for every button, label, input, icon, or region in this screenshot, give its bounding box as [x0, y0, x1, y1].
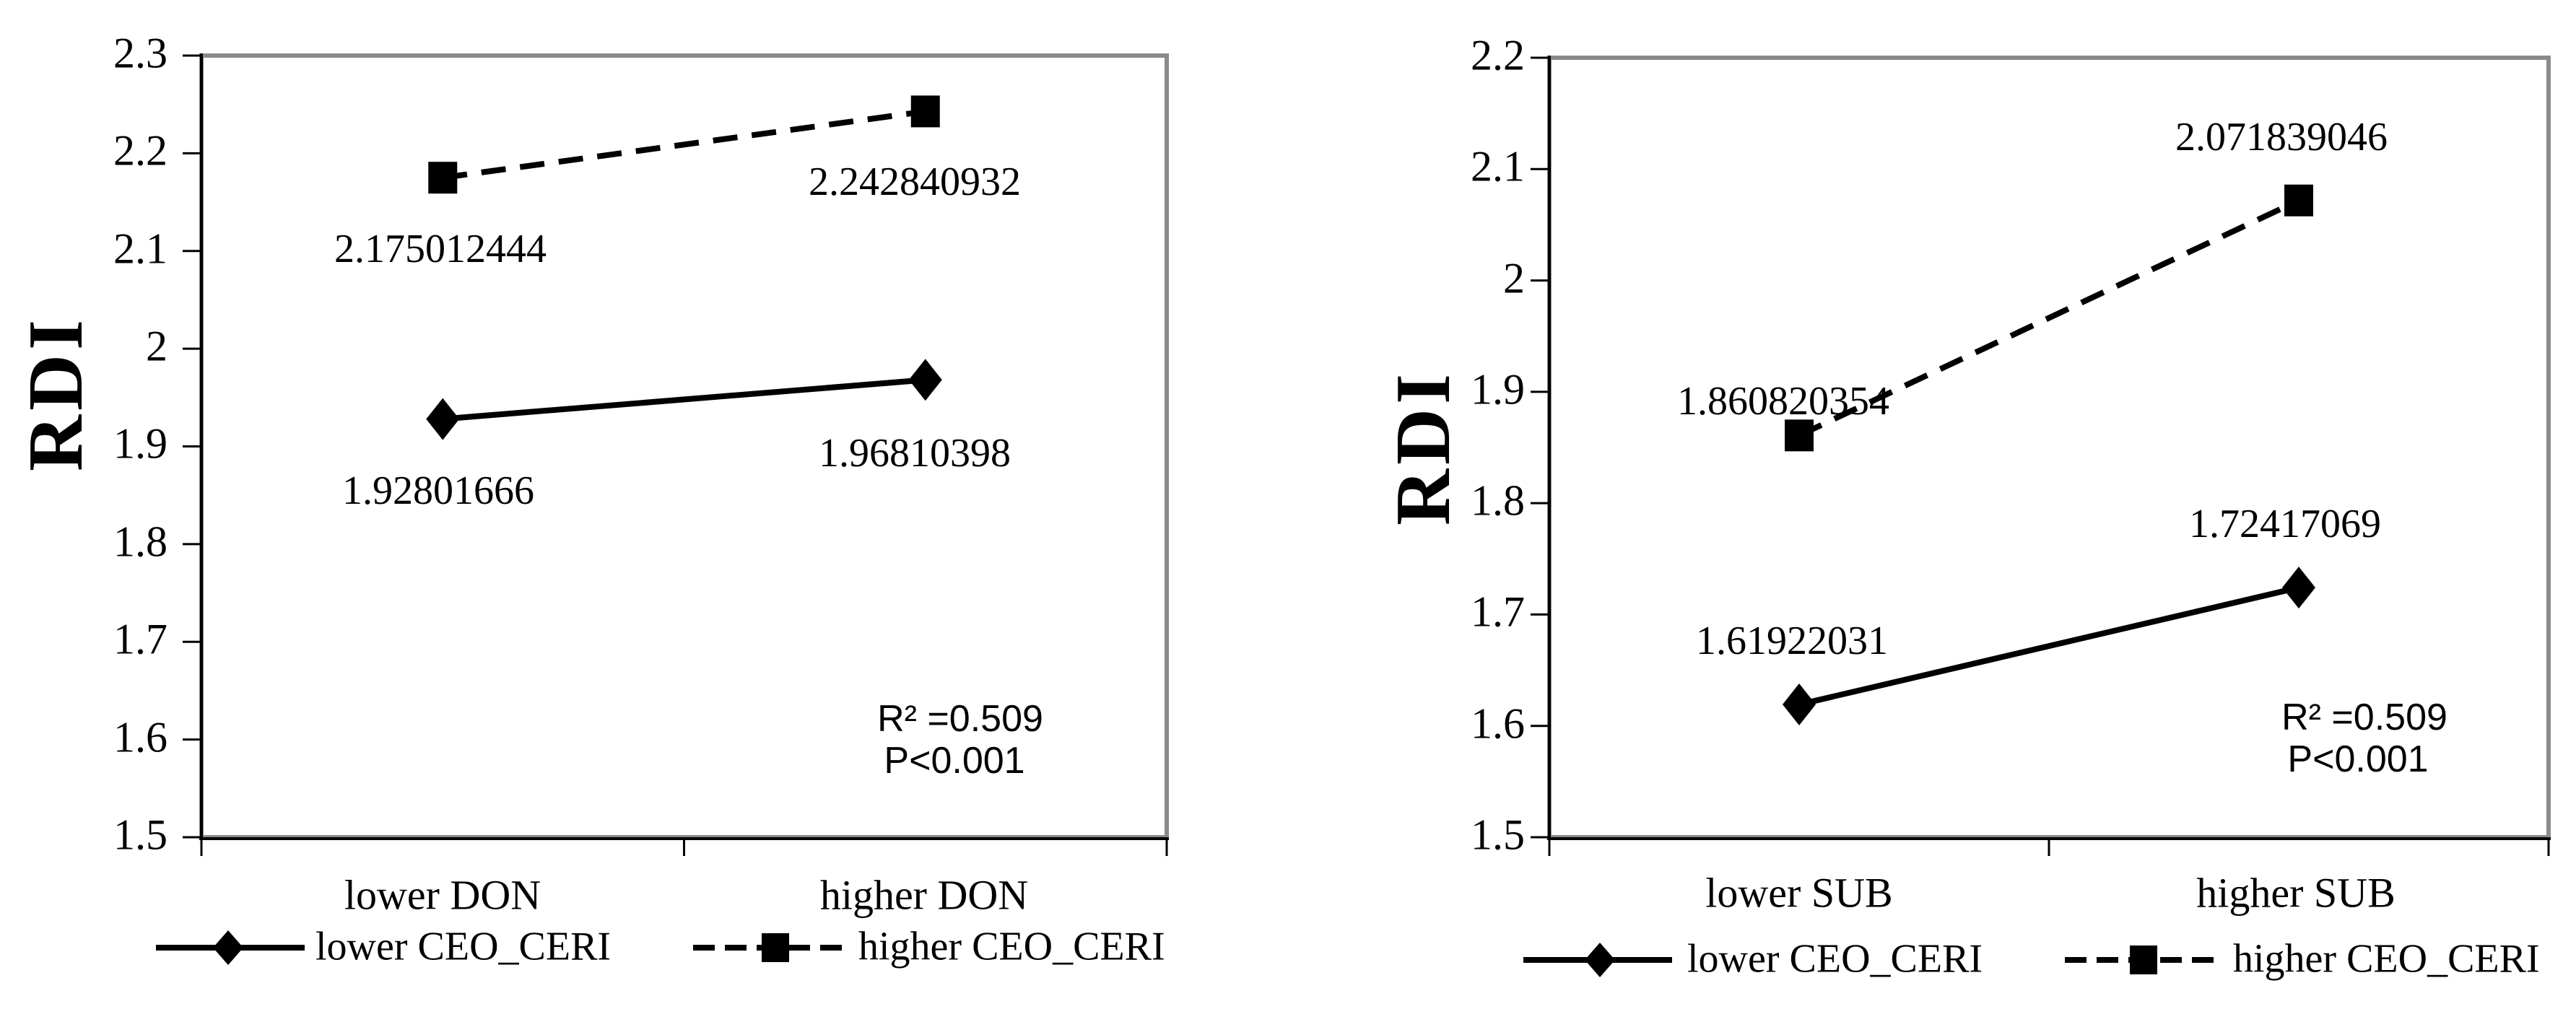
legend-label: lower CEO_CERI: [316, 924, 612, 969]
y-tick-label: 2.2: [113, 126, 167, 175]
legend-label: lower CEO_CERI: [1687, 936, 1983, 982]
y-tick-label: 2.1: [113, 224, 167, 273]
y-tick-label: 1.9: [113, 419, 167, 468]
diamond-marker: [2282, 567, 2315, 609]
y-tick-label: 2: [1503, 254, 1525, 302]
r-squared-annotation: R² =0.509: [2281, 696, 2447, 738]
y-tick-label: 1.6: [113, 713, 167, 761]
p-value-annotation: P<0.001: [884, 740, 1025, 782]
series-line-solid: [1798, 585, 2299, 707]
data-label: 1.860820354: [1677, 379, 1889, 424]
x-category-label: lower DON: [344, 871, 541, 919]
data-label: 1.72417069: [2189, 502, 2381, 546]
diamond-marker: [908, 359, 942, 401]
y-tick-label: 2: [146, 322, 167, 370]
series-line-dashed: [442, 108, 926, 181]
x-category-label: higher DON: [819, 871, 1029, 919]
x-category-label: lower SUB: [1705, 869, 1893, 917]
data-label: 2.071839046: [2175, 115, 2388, 160]
series-line-dashed: [1798, 198, 2300, 438]
y-tick-label: 2.1: [1471, 142, 1525, 191]
y-tick-label: 1.6: [1471, 699, 1525, 748]
data-label: 2.242840932: [809, 160, 1021, 204]
legend-line-dashed-square-icon: [2065, 945, 2222, 974]
legend-label: higher CEO_CERI: [858, 924, 1165, 969]
y-tick-label: 1.8: [1471, 476, 1525, 525]
p-value-annotation: P<0.001: [2287, 738, 2429, 780]
legend-line-solid-diamond-icon: [156, 930, 305, 965]
data-label: 1.92801666: [342, 468, 534, 513]
y-tick-label: 1.5: [113, 811, 167, 859]
y-tick-label: 1.7: [113, 615, 167, 663]
y-tick-label: 1.9: [1471, 365, 1525, 414]
legend-line-dashed-square-icon: [693, 933, 845, 962]
y-tick-label: 2.2: [1471, 31, 1525, 79]
r-squared-annotation: R² =0.509: [877, 698, 1043, 740]
square-marker: [2284, 184, 2313, 217]
y-tick-label: 1.5: [1471, 811, 1525, 859]
series-line-solid: [442, 377, 926, 422]
square-marker: [910, 95, 940, 128]
legend-label: higher CEO_CERI: [2233, 936, 2540, 982]
data-label: 1.61922031: [1696, 619, 1888, 663]
y-tick-label: 1.7: [1471, 588, 1525, 636]
diamond-marker: [1783, 683, 1816, 726]
data-label: 1.96810398: [819, 431, 1011, 476]
data-label: 2.175012444: [334, 227, 547, 271]
y-tick-label: 2.3: [113, 29, 167, 77]
y-tick-label: 1.8: [113, 517, 167, 566]
legend-line-solid-diamond-icon: [1523, 943, 1672, 977]
diamond-marker: [426, 398, 460, 440]
square-marker: [1785, 419, 1814, 452]
square-marker: [428, 162, 458, 194]
x-category-label: higher SUB: [2196, 869, 2396, 917]
